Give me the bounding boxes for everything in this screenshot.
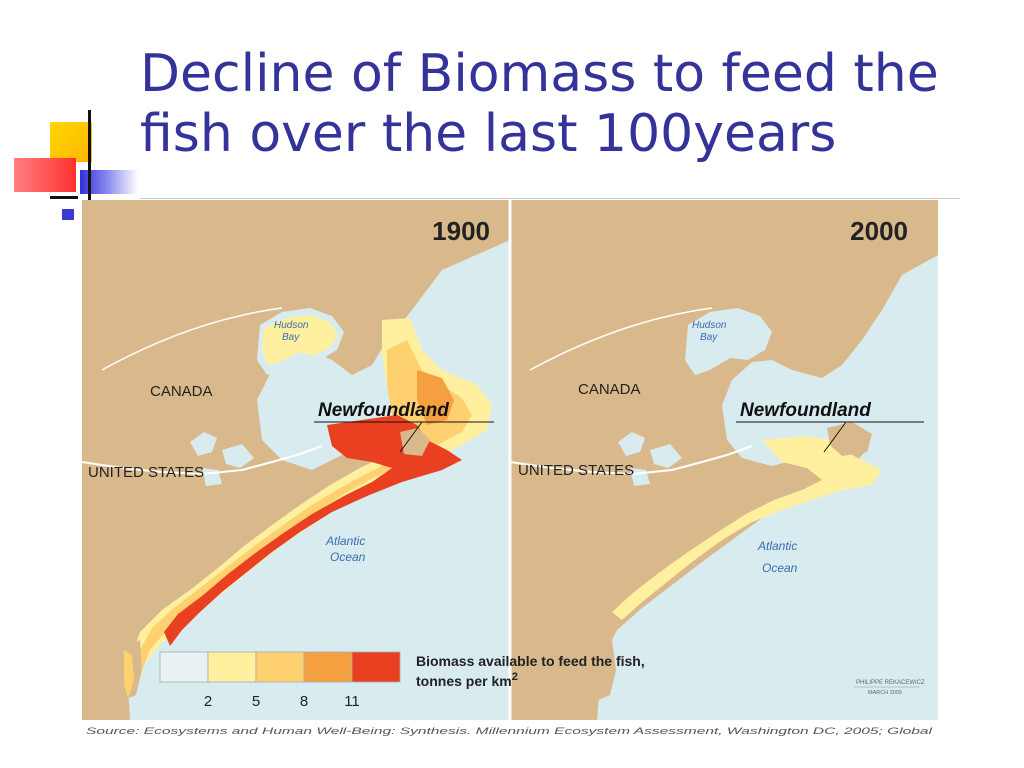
hudson-bay-biomass-1900	[262, 315, 338, 365]
legend: 2 5 8 11 Biomass available to feed the f…	[159, 651, 645, 710]
biomass-zone-2-2000	[612, 436, 882, 620]
bay-label-1900: Bay	[282, 332, 300, 343]
florida-2000	[592, 640, 616, 700]
land-north-1900	[302, 200, 510, 256]
us-label-2000: UNITED STATES	[518, 462, 634, 479]
slide-title-line2: fish over the last 100years	[140, 104, 837, 164]
biomass-map-svg: 1900 Hudson Bay CANADA UNITED STATES New…	[82, 200, 938, 740]
biomass-zone-8-1900	[417, 370, 454, 425]
legend-swatch-1	[207, 651, 257, 683]
us-label-1900: UNITED STATES	[88, 464, 204, 481]
ocean-label-2000: Ocean	[762, 561, 798, 575]
land-mainland-2000	[510, 200, 938, 720]
title-underline	[140, 198, 960, 199]
florida-biomass-1900	[124, 650, 134, 698]
legend-swatch-0	[159, 651, 209, 683]
hudson-bay-2000	[685, 308, 772, 375]
legend-tick-5: 5	[252, 693, 260, 710]
hudson-label-2000: Hudson	[692, 320, 727, 331]
territory-border-1900	[101, 307, 283, 371]
land-north-2000	[732, 200, 938, 258]
legend-tick-11: 11	[344, 693, 360, 710]
year-label-1900: 1900	[432, 216, 490, 246]
decorative-bullet-square	[62, 209, 74, 220]
decorative-horizontal-line	[50, 196, 78, 199]
great-lakes-1900-a	[190, 432, 217, 456]
source-note: Source: Ecosystems and Human Well-Being:…	[86, 726, 934, 736]
newfoundland-island-1900	[400, 428, 430, 456]
decorative-yellow-square	[50, 122, 92, 162]
us-canada-border-1900	[82, 445, 323, 476]
decorative-red-bar	[14, 158, 76, 192]
ocean-label-1900: Ocean	[330, 550, 366, 564]
legend-title-line2: tonnes per km2	[416, 671, 518, 689]
newfoundland-island-2000	[827, 422, 872, 456]
newfoundland-leader-2000	[823, 421, 847, 453]
bay-label-2000: Bay	[700, 332, 718, 343]
newfoundland-label-2000: Newfoundland	[740, 400, 871, 421]
great-lakes-2000-a	[618, 432, 645, 456]
map-1900	[82, 200, 510, 720]
biomass-map-figure: 1900 Hudson Bay CANADA UNITED STATES New…	[82, 200, 938, 740]
canada-label-1900: CANADA	[150, 383, 213, 400]
us-canada-border-2000	[510, 445, 753, 476]
map-2000	[510, 200, 938, 720]
hudson-label-1900: Hudson	[274, 320, 309, 331]
legend-title-line1: Biomass available to feed the fish,	[416, 653, 645, 669]
great-lakes-1900-b	[222, 444, 254, 468]
biomass-zone-11-1900	[164, 415, 462, 646]
great-lakes-2000-b	[650, 444, 682, 468]
source-strip	[82, 720, 938, 740]
slide-title-line1: Decline of Biomass to feed the	[140, 44, 939, 104]
credit-date: MARCH 2005	[868, 690, 902, 696]
legend-swatch-2	[255, 651, 305, 683]
atlantic-label-2000: Atlantic	[757, 539, 797, 553]
legend-swatch-3	[303, 651, 353, 683]
canada-label-2000: CANADA	[578, 381, 641, 398]
newfoundland-label-1900: Newfoundland	[318, 400, 449, 421]
legend-tick-8: 8	[300, 693, 308, 710]
atlantic-label-1900: Atlantic	[325, 534, 365, 548]
legend-tick-2: 2	[204, 693, 212, 710]
decorative-vertical-line	[88, 110, 91, 206]
newfoundland-leader-1900	[399, 421, 423, 453]
territory-border-2000	[529, 307, 713, 371]
legend-swatch-4	[351, 651, 401, 683]
year-label-2000: 2000	[850, 216, 908, 246]
slide-title: Decline of Biomass to feed the fish over…	[140, 44, 1010, 164]
credit-author: PHILIPPE REKACEWICZ	[856, 680, 925, 686]
